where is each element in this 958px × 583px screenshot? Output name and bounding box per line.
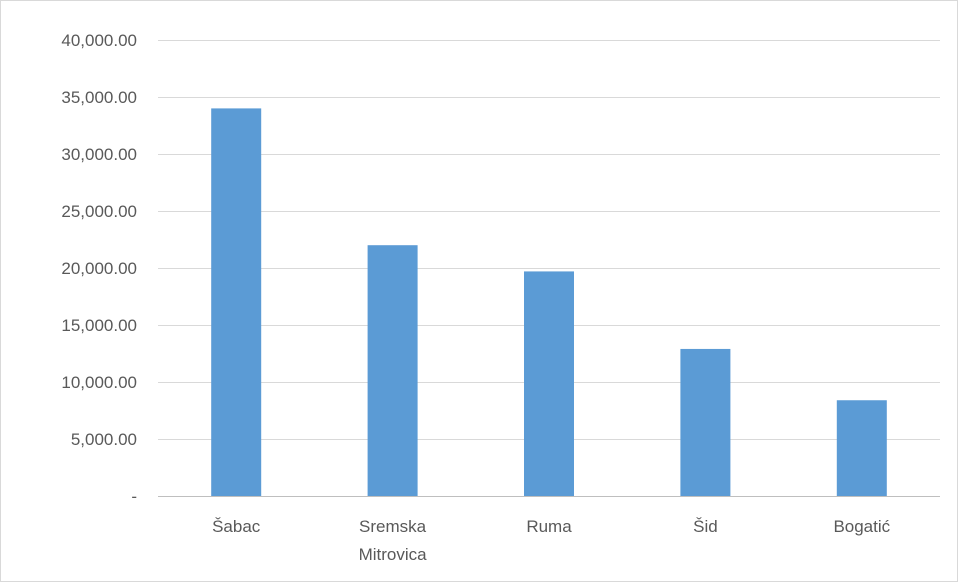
y-tick-label: 30,000.00 — [61, 145, 137, 164]
bar — [680, 348, 731, 496]
y-tick-label: 10,000.00 — [61, 373, 137, 392]
bar — [524, 271, 574, 496]
bar — [367, 245, 418, 496]
x-tick-label: Mitrovica — [359, 545, 428, 564]
y-tick-label: 15,000.00 — [61, 316, 137, 335]
y-axis: - 5,000.00 10,000.00 15,000.00 20,000.00 25,0… — [61, 31, 137, 506]
x-tick-label: Ruma — [526, 517, 572, 536]
bar — [836, 400, 887, 496]
y-tick-label: 20,000.00 — [61, 259, 137, 278]
y-tick-label: 25,000.00 — [61, 202, 137, 221]
x-tick-label: Sremska — [359, 517, 427, 536]
y-tick-label: 5,000.00 — [71, 430, 137, 449]
x-tick-label: Šabac — [212, 517, 261, 536]
bars-layer — [211, 108, 887, 497]
y-tick-label: - — [131, 487, 137, 506]
x-tick-label: Šid — [693, 517, 718, 536]
x-axis: Šabac Sremska Mitrovica Ruma Šid Bogatić — [212, 517, 891, 564]
x-tick-label: Bogatić — [833, 517, 890, 536]
grid-layer — [158, 40, 940, 497]
y-tick-label: 40,000.00 — [61, 31, 137, 50]
y-tick-label: 35,000.00 — [61, 88, 137, 107]
bar — [211, 108, 262, 497]
